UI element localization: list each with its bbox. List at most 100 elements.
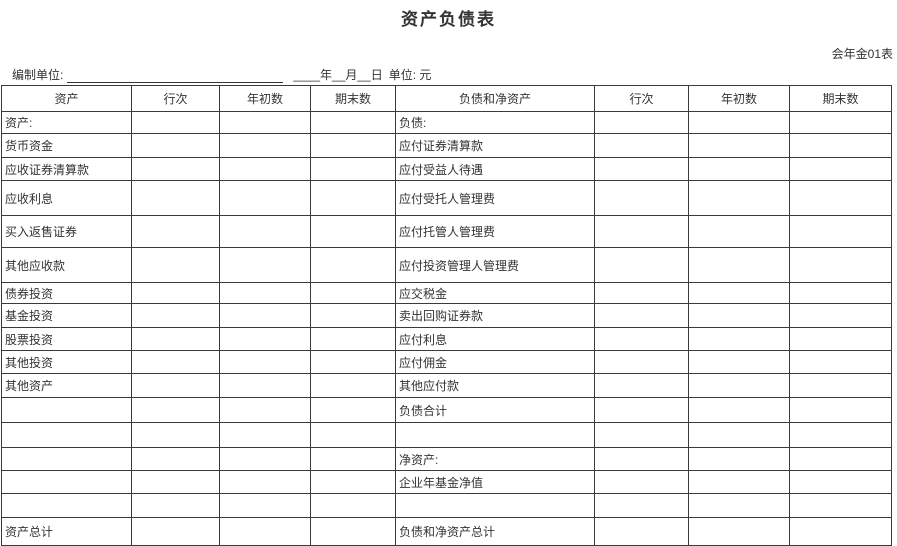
asset-closing-balance-cell <box>310 215 396 248</box>
asset-line-no-cell <box>131 303 220 328</box>
form-code-label: 会年金01表 <box>831 47 893 61</box>
asset-line-no-cell <box>131 157 220 181</box>
asset-opening-balance-cell <box>219 157 311 181</box>
table-row: 货币资金 应付证券清算款 <box>1 133 892 158</box>
liability-closing-balance-cell <box>789 327 892 351</box>
liability-name-cell: 应交税金 <box>395 282 595 304</box>
prepared-by-blank <box>67 69 284 83</box>
col-header-closing-left: 期末数 <box>310 85 396 112</box>
col-header-liabilities: 负债和净资产 <box>395 85 595 112</box>
asset-name-cell: 货币资金 <box>1 133 132 158</box>
table-row: 其他应收款 应付投资管理人管理费 <box>1 247 892 283</box>
liability-name-cell: 企业年基金净值 <box>395 470 595 494</box>
liability-closing-balance-cell <box>789 422 892 448</box>
liability-closing-balance-cell <box>789 470 892 494</box>
asset-closing-balance-cell <box>310 350 396 374</box>
asset-name-cell: 其他投资 <box>1 350 132 374</box>
asset-closing-balance-cell <box>310 133 396 158</box>
asset-closing-balance-cell <box>310 422 396 448</box>
asset-line-no-cell <box>131 247 220 283</box>
asset-name-cell <box>1 422 132 448</box>
liability-line-no-cell <box>594 517 689 546</box>
asset-opening-balance-cell <box>219 373 311 398</box>
asset-closing-balance-cell <box>310 157 396 181</box>
liability-line-no-cell <box>594 180 689 216</box>
prep-line: 编制单位: ____年__月__日 单位: 元 <box>12 66 431 83</box>
liability-line-no-cell <box>594 111 689 134</box>
liability-name-cell: 应付证券清算款 <box>395 133 595 158</box>
asset-name-cell: 债券投资 <box>1 282 132 304</box>
asset-line-no-cell <box>131 327 220 351</box>
asset-opening-balance-cell <box>219 282 311 304</box>
col-header-line-no-left: 行次 <box>131 85 220 112</box>
table-row: 负债合计 <box>1 397 892 423</box>
liability-closing-balance-cell <box>789 282 892 304</box>
asset-name-cell: 股票投资 <box>1 327 132 351</box>
asset-name-cell <box>1 470 132 494</box>
asset-opening-balance-cell <box>219 111 311 134</box>
asset-closing-balance-cell <box>310 180 396 216</box>
table-row: 资产总计 负债和净资产总计 <box>1 517 892 546</box>
asset-line-no-cell <box>131 133 220 158</box>
asset-closing-balance-cell <box>310 517 396 546</box>
liability-closing-balance-cell <box>789 247 892 283</box>
asset-closing-balance-cell <box>310 303 396 328</box>
liability-name-cell: 应付受益人待遇 <box>395 157 595 181</box>
liability-closing-balance-cell <box>789 111 892 134</box>
asset-opening-balance-cell <box>219 493 311 518</box>
asset-line-no-cell <box>131 180 220 216</box>
asset-opening-balance-cell <box>219 397 311 423</box>
liability-opening-balance-cell <box>688 493 790 518</box>
liability-closing-balance-cell <box>789 133 892 158</box>
asset-name-cell <box>1 397 132 423</box>
liability-name-cell: 应付佣金 <box>395 350 595 374</box>
asset-opening-balance-cell <box>219 517 311 546</box>
asset-closing-balance-cell <box>310 493 396 518</box>
liability-line-no-cell <box>594 350 689 374</box>
liability-closing-balance-cell <box>789 180 892 216</box>
table-row: 买入返售证券 应付托管人管理费 <box>1 215 892 248</box>
table-row: 企业年基金净值 <box>1 470 892 494</box>
liability-opening-balance-cell <box>688 470 790 494</box>
asset-opening-balance-cell <box>219 470 311 494</box>
liability-name-cell: 其他应付款 <box>395 373 595 398</box>
liability-closing-balance-cell <box>789 517 892 546</box>
liability-name-cell: 负债合计 <box>395 397 595 423</box>
asset-opening-balance-cell <box>219 303 311 328</box>
asset-line-no-cell <box>131 517 220 546</box>
table-row: 基金投资 卖出回购证券款 <box>1 303 892 328</box>
liability-opening-balance-cell <box>688 303 790 328</box>
liability-opening-balance-cell <box>688 180 790 216</box>
liability-name-cell: 负债: <box>395 111 595 134</box>
asset-name-cell: 资产总计 <box>1 517 132 546</box>
table-body: 资产: 负债: 货币资金 应付证券清算款 应收证券清算款 应付受益人待遇 应收利息 应付受托人… <box>1 111 892 546</box>
col-header-assets: 资产 <box>1 85 132 112</box>
page-title: 资产负债表 <box>401 10 496 29</box>
asset-name-cell: 其他资产 <box>1 373 132 398</box>
liability-closing-balance-cell <box>789 350 892 374</box>
asset-opening-balance-cell <box>219 247 311 283</box>
asset-closing-balance-cell <box>310 373 396 398</box>
asset-name-cell: 应收利息 <box>1 180 132 216</box>
liability-opening-balance-cell <box>688 133 790 158</box>
date-blank-label: ____年__月__日 <box>293 68 383 82</box>
asset-opening-balance-cell <box>219 133 311 158</box>
prepared-by-label: 编制单位: <box>12 68 64 82</box>
asset-name-cell: 其他应收款 <box>1 247 132 283</box>
liability-closing-balance-cell <box>789 373 892 398</box>
liability-closing-balance-cell <box>789 397 892 423</box>
table-row <box>1 422 892 448</box>
asset-closing-balance-cell <box>310 327 396 351</box>
liability-opening-balance-cell <box>688 157 790 181</box>
asset-opening-balance-cell <box>219 422 311 448</box>
col-header-line-no-right: 行次 <box>594 85 689 112</box>
liability-name-cell: 应付投资管理人管理费 <box>395 247 595 283</box>
liability-closing-balance-cell <box>789 157 892 181</box>
asset-closing-balance-cell <box>310 447 396 471</box>
table-row: 股票投资 应付利息 <box>1 327 892 351</box>
header-row: 资产 行次 年初数 期末数 负债和净资产 行次 年初数 期末数 <box>1 85 892 112</box>
asset-name-cell: 应收证券清算款 <box>1 157 132 181</box>
asset-name-cell: 资产: <box>1 111 132 134</box>
liability-opening-balance-cell <box>688 282 790 304</box>
